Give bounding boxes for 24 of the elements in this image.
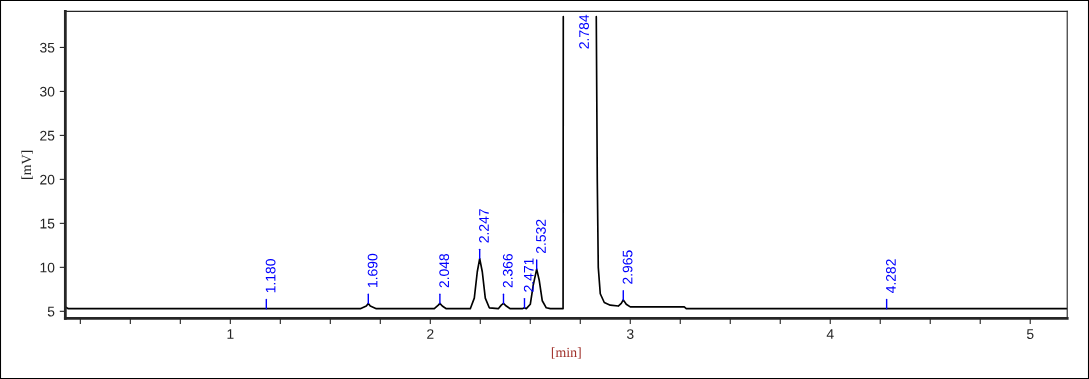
annotation: 1.690 [367,253,378,287]
annotation: 1.180 [265,259,276,293]
y-tick-label: 35 [40,42,55,53]
x-tick-label: 4 [826,329,834,339]
y-tick-label: 5 [47,306,55,317]
x-tick-label: 1 [227,329,234,339]
annotation: 2.048 [439,253,450,288]
y-tick-label: 25 [40,130,55,141]
annotation: 4.282 [886,259,896,294]
y-tick-label: 10 [40,262,55,273]
annotation: 2.784 [579,14,589,49]
annotation: 2.366 [502,253,513,288]
x-tick-label: 3 [626,329,634,339]
annotation: 2.247 [479,209,489,243]
y-tick-label: 15 [40,218,55,229]
annotation: 2.532 [536,219,546,254]
x-axis-title: [min] [551,347,581,359]
y-tick-label: 30 [40,86,55,97]
annotation: 2.965 [622,250,633,284]
y-axis-title: [mV] [21,150,33,179]
annotation: 2.471 [523,258,534,292]
x-tick-label: 5 [1026,329,1034,339]
x-tick-label: 2 [427,329,434,339]
y-tick-label: 20 [40,174,55,185]
